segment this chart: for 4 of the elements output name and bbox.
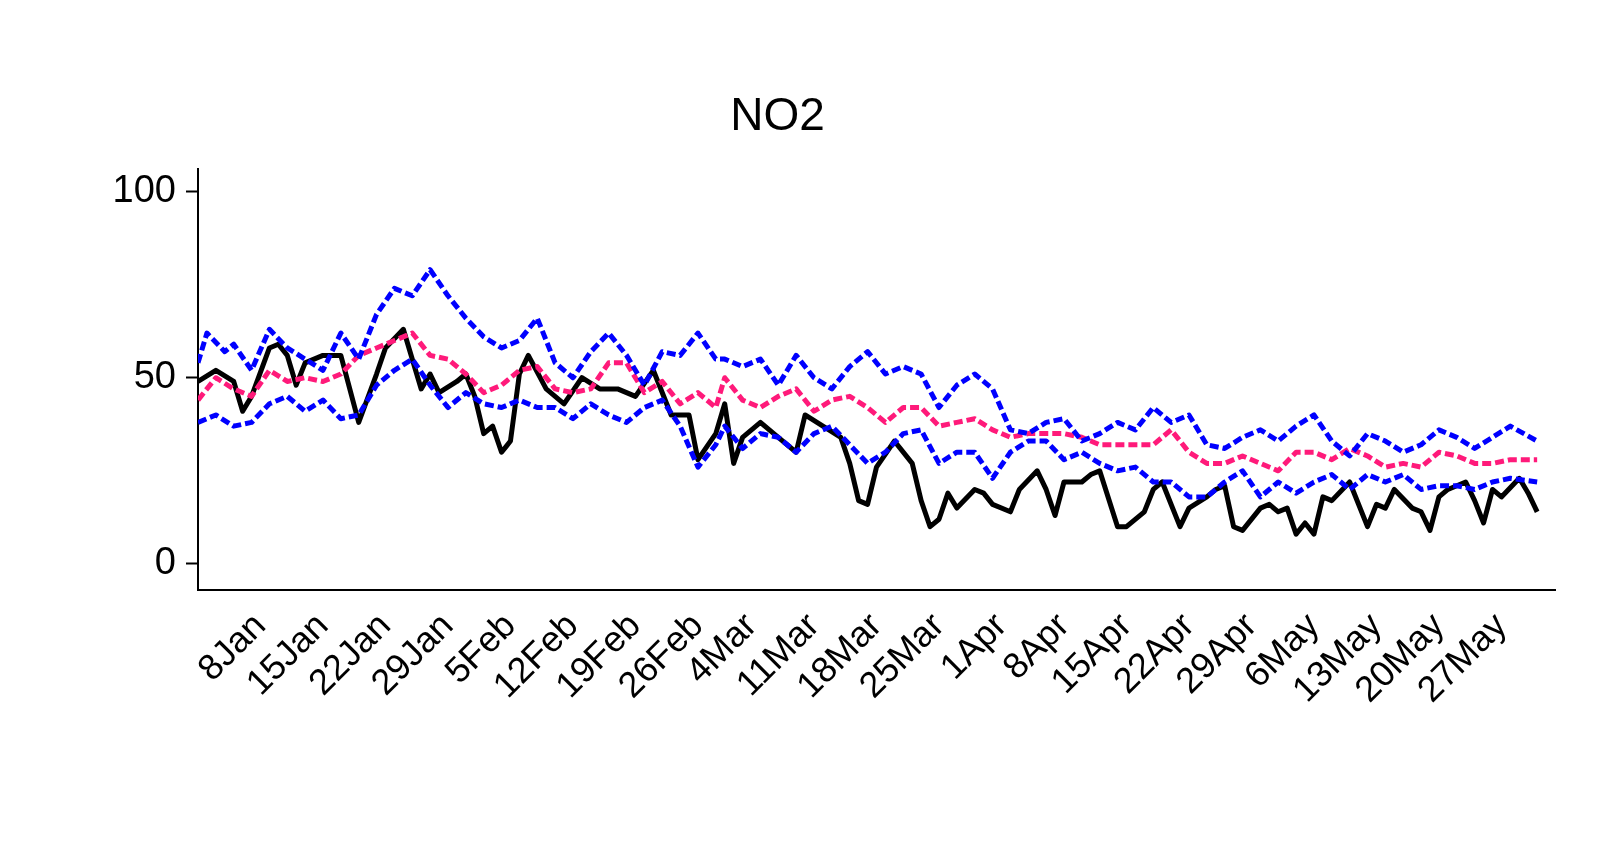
y-tick-label: 50 [133,354,176,397]
y-tick-label: 100 [112,168,176,211]
chart-title: NO2 [730,88,825,141]
y-tick-label: 0 [154,540,176,583]
